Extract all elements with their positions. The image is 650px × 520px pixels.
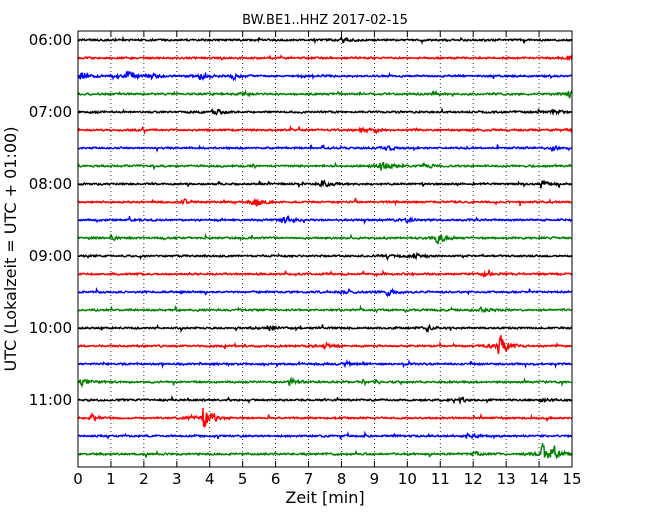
plot-frame	[77, 30, 573, 468]
vertical-gridlines	[110, 31, 540, 467]
x-axis-label: Zeit [min]	[285, 488, 364, 507]
y-axis-ticks: 06:00 07:00 08:00 09:00 10:00 11:00	[29, 31, 572, 409]
seismogram-trace	[77, 376, 573, 389]
x-tick-label: 11	[431, 470, 450, 488]
seismogram-trace	[77, 408, 573, 428]
x-tick-label: 2	[139, 470, 149, 488]
seismogram-trace	[77, 89, 573, 99]
x-tick-label: 0	[73, 470, 83, 488]
seismogram-trace	[77, 251, 573, 261]
seismogram-trace	[77, 197, 573, 207]
x-tick-label: 5	[238, 470, 248, 488]
x-tick-label: 12	[464, 470, 483, 488]
trace-group	[77, 35, 573, 460]
seismogram-trace	[77, 54, 573, 62]
seismogram-trace	[77, 106, 573, 117]
x-axis-ticks: 0 1 2 3 4 5 6 7 8 9 10 11 12 13 14 15	[73, 31, 582, 488]
seismogram-trace	[77, 304, 573, 314]
x-tick-label: 1	[106, 470, 116, 488]
seismogram-trace	[77, 124, 573, 136]
x-tick-label: 10	[398, 470, 417, 488]
x-tick-label: 4	[205, 470, 215, 488]
seismogram-trace	[77, 144, 573, 153]
seismogram-trace	[77, 70, 573, 82]
x-tick-label: 14	[530, 470, 549, 488]
seismogram-trace	[77, 443, 573, 460]
x-tick-label: 15	[562, 470, 581, 488]
y-tick-label: 06:00	[29, 31, 72, 49]
y-axis-label: UTC (Lokalzeit = UTC + 01:00)	[1, 127, 20, 372]
x-tick-label: 9	[370, 470, 380, 488]
seismogram-trace	[77, 323, 573, 334]
x-tick-label: 3	[172, 470, 182, 488]
x-tick-label: 7	[304, 470, 314, 488]
seismogram-trace	[77, 268, 573, 279]
x-tick-label: 13	[497, 470, 516, 488]
y-tick-label: 11:00	[29, 391, 72, 409]
y-tick-label: 09:00	[29, 247, 72, 265]
seismogram-trace	[77, 161, 573, 171]
seismogram-trace	[77, 232, 573, 245]
y-tick-label: 07:00	[29, 103, 72, 121]
seismogram-trace	[77, 287, 573, 298]
y-tick-label: 08:00	[29, 175, 72, 193]
seismogram-trace	[77, 35, 573, 46]
seismogram-trace	[77, 335, 573, 355]
seismogram-trace	[77, 430, 573, 441]
seismogram-trace	[77, 178, 573, 189]
x-tick-label: 6	[271, 470, 281, 488]
chart-title: BW.BE1..HHZ 2017-02-15	[242, 13, 408, 28]
x-tick-label: 8	[337, 470, 347, 488]
y-tick-label: 10:00	[29, 319, 72, 337]
seismogram-trace	[77, 358, 573, 370]
seismogram-trace	[77, 214, 573, 226]
seismogram-trace	[77, 394, 573, 406]
